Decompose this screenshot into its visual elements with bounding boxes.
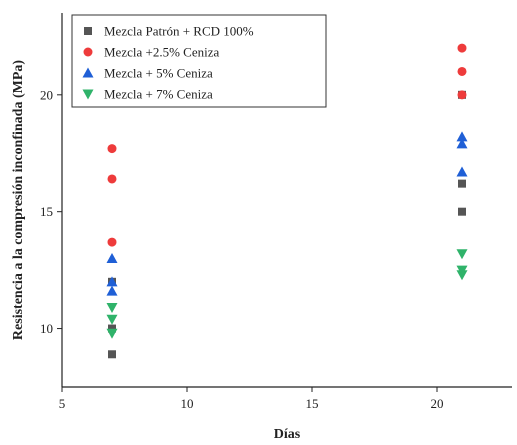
data-point-triangle-up-marker (456, 138, 468, 149)
legend-triangle-down-marker (82, 89, 94, 100)
x-tick-label: 5 (59, 396, 66, 411)
x-axis-title: Días (274, 427, 301, 442)
data-point-triangle-down-marker (106, 303, 118, 314)
legend-label: Mezcla + 7% Ceniza (104, 87, 213, 102)
y-tick-label: 10 (40, 321, 53, 336)
legend-square-marker (84, 27, 92, 35)
data-point-square-marker (108, 324, 116, 333)
data-point-circle-marker (457, 66, 467, 76)
legend-label: Mezcla + 5% Ceniza (104, 66, 213, 81)
data-point-circle-marker (107, 174, 117, 184)
x-tick-label: 20 (431, 396, 444, 411)
data-point-triangle-up-marker (456, 131, 468, 142)
data-point-triangle-down-marker (456, 249, 468, 260)
data-point-triangle-down-marker (106, 314, 118, 325)
legend-box (71, 14, 327, 108)
data-point-triangle-up-marker (106, 285, 118, 296)
y-axis-title: Resistencia a la compresión inconfinada … (11, 60, 26, 340)
data-point-circle-marker (107, 237, 117, 247)
y-ticks: 10 15 20 (40, 87, 62, 336)
y-tick-label: 20 (40, 87, 53, 102)
data-point-triangle-down-marker (106, 328, 118, 339)
data-points (106, 43, 468, 359)
data-point-circle-marker (107, 144, 117, 154)
legend-label: Mezcla +2.5% Ceniza (104, 45, 219, 60)
legend-label: Mezcla Patrón + RCD 100% (104, 24, 254, 39)
legend: Mezcla Patrón + RCD 100% Mezcla +2.5% Cen… (71, 14, 327, 108)
data-point-circle-marker (457, 43, 467, 53)
data-point-triangle-down-marker (456, 265, 468, 276)
legend-circle-marker (83, 47, 93, 57)
data-point-triangle-up-marker (106, 252, 118, 263)
data-point-triangle-up-marker (106, 276, 118, 287)
legend-triangle-up-marker (82, 67, 94, 78)
data-point-triangle-up-marker (456, 166, 468, 177)
y-tick-label: 15 (40, 204, 53, 219)
data-point-square-marker (108, 350, 116, 359)
x-tick-label: 15 (306, 396, 319, 411)
data-point-square-marker (458, 207, 466, 216)
x-ticks: 5 10 15 20 (59, 387, 444, 411)
data-point-circle-marker (457, 90, 467, 100)
x-tick-label: 10 (181, 396, 194, 411)
data-point-square-marker (458, 179, 466, 188)
